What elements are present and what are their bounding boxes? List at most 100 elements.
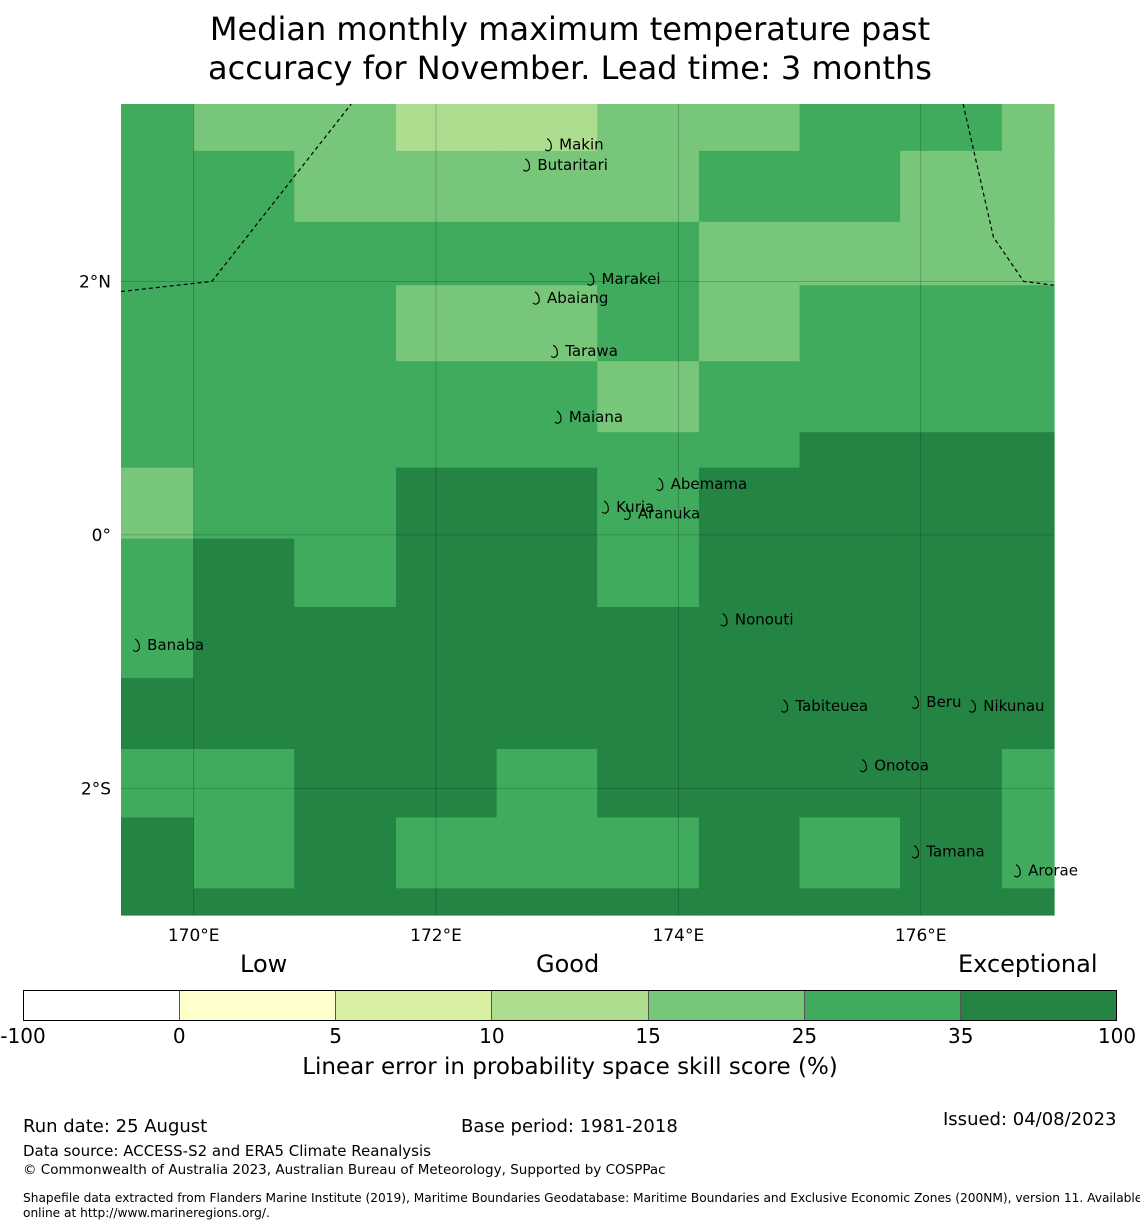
colorbar-tick-label: 0 <box>172 1024 186 1048</box>
grid-cell <box>900 221 1003 286</box>
grid-cell <box>799 104 901 152</box>
grid-cell <box>193 678 295 750</box>
grid-cell <box>1001 361 1055 433</box>
island-label: Maiana <box>569 408 623 426</box>
eez-boundary <box>962 103 1055 286</box>
run-date: Run date: 25 August <box>23 1116 208 1137</box>
grid-cell <box>121 467 195 540</box>
island-label: Abaiang <box>547 289 608 307</box>
grid-cell <box>294 748 397 819</box>
island-label: Butaritari <box>537 156 608 174</box>
grid-cell <box>294 678 397 750</box>
grid-cell <box>597 221 700 286</box>
grid-cell <box>799 467 901 540</box>
island-label: Kuria <box>616 498 654 516</box>
colorbar-segment <box>336 991 493 1020</box>
grid-cell <box>396 104 498 152</box>
grid-cell <box>799 221 901 286</box>
grid-cell <box>121 432 195 469</box>
island-label: Marakei <box>602 270 661 288</box>
grid-cell <box>698 285 801 362</box>
grid-cell <box>193 607 295 679</box>
grid-cell <box>121 678 195 750</box>
grid-cell <box>121 150 195 223</box>
issued-date: Issued: 04/08/2023 <box>943 1109 1117 1130</box>
grid-cell <box>698 538 801 608</box>
island-outline <box>601 500 609 514</box>
island-outline <box>532 291 540 305</box>
grid-cell <box>1001 104 1055 152</box>
island-outline <box>968 699 976 713</box>
grid-cell <box>121 538 195 608</box>
grid-cell <box>396 748 498 819</box>
grid-cell <box>193 748 295 819</box>
grid-cell <box>698 361 801 433</box>
grid-cell <box>294 538 397 608</box>
grid-cell <box>496 538 598 608</box>
grid-cell <box>193 817 295 889</box>
grid-cell <box>496 221 598 286</box>
category-good: Good <box>536 950 600 978</box>
colorbar-segment <box>492 991 649 1020</box>
grid-cell <box>900 607 1003 679</box>
grid-cell <box>698 748 801 819</box>
grid-cell <box>396 150 498 223</box>
grid-cell <box>1001 285 1055 362</box>
island-outline <box>1013 864 1021 878</box>
grid-cell <box>496 607 598 679</box>
grid-cell <box>496 432 598 469</box>
island-label: Nonouti <box>735 611 794 629</box>
grid-cell <box>597 467 700 540</box>
grid-cell <box>799 888 901 916</box>
x-tick-label: 174°E <box>653 926 705 946</box>
colorbar-segment <box>804 991 961 1020</box>
grid-cell <box>294 221 397 286</box>
grid-cell <box>698 607 801 679</box>
grid-cell <box>698 150 801 223</box>
grid-cell <box>496 817 598 889</box>
grid-cell <box>1001 221 1055 286</box>
grid-cell <box>698 432 801 469</box>
grid-cell <box>496 104 598 152</box>
grid-cell <box>1001 888 1055 916</box>
grid-cell <box>193 150 295 223</box>
grid-cell <box>799 150 901 223</box>
copyright: © Commonwealth of Australia 2023, Austra… <box>23 1162 666 1178</box>
grid-cell <box>193 888 295 916</box>
grid-cell <box>294 432 397 469</box>
grid-cell <box>1001 150 1055 223</box>
y-tick-label: 2°S <box>81 779 111 799</box>
x-tick-label: 172°E <box>410 926 462 946</box>
grid-cell <box>294 285 397 362</box>
grid-cell <box>597 817 700 889</box>
grid-cell <box>698 817 801 889</box>
shapefile-note-line-1: Shapefile data extracted from Flanders M… <box>23 1191 1140 1205</box>
x-tick-label: 170°E <box>168 926 220 946</box>
grid-cell <box>121 285 195 362</box>
colorbar-title: Linear error in probability space skill … <box>302 1054 838 1080</box>
grid-cell <box>496 150 598 223</box>
island-label: Tarawa <box>564 342 618 360</box>
island-outline <box>720 613 728 627</box>
grid-cell <box>799 432 901 469</box>
grid-cell <box>799 285 901 362</box>
grid-cell <box>396 467 498 540</box>
grid-cell <box>193 104 295 152</box>
grid-cell <box>698 221 801 286</box>
island-label: Tabiteuea <box>794 697 868 715</box>
chart-title: Median monthly maximum temperature past … <box>0 10 1140 88</box>
island-label: Tamana <box>925 843 984 861</box>
grid-cell <box>799 607 901 679</box>
colorbar-tick-label: 35 <box>947 1024 974 1048</box>
grid-cell <box>1001 607 1055 679</box>
grid-cell <box>900 104 1003 152</box>
grid-cell <box>396 888 498 916</box>
island-outline <box>859 759 867 773</box>
grid-cell <box>597 432 700 469</box>
grid-cell <box>597 678 700 750</box>
grid-cell <box>294 361 397 433</box>
colorbar-tick-label: 15 <box>635 1024 661 1048</box>
grid-cell <box>900 888 1003 916</box>
colorbar-tick-label: 25 <box>791 1024 818 1048</box>
grid-cell <box>396 678 498 750</box>
